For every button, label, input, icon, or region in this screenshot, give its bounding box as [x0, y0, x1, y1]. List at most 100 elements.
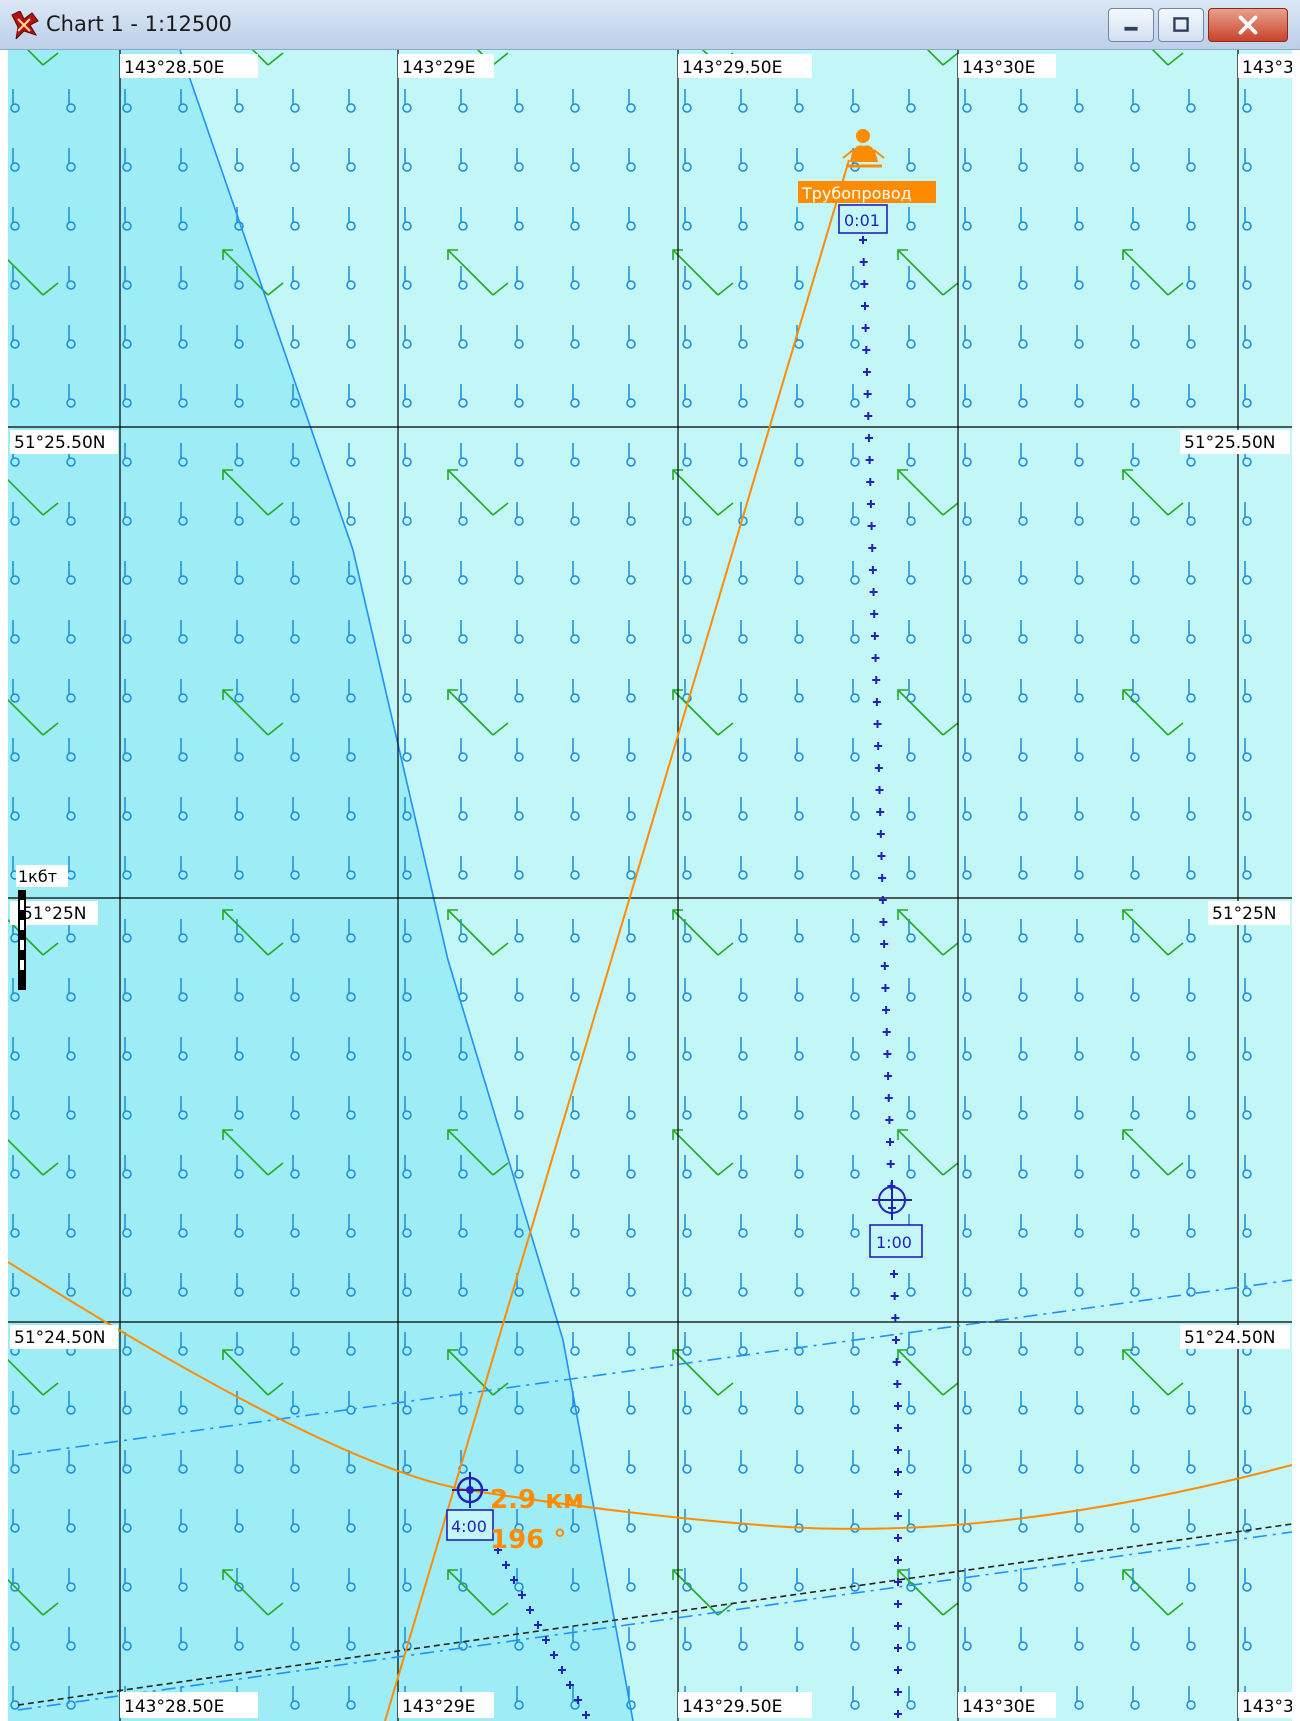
tide-marker-icon — [794, 443, 804, 467]
tide-marker-icon — [66, 1509, 76, 1533]
distance-readout: 2.9 км — [490, 1485, 584, 1515]
tide-marker-icon — [1018, 148, 1028, 172]
own-ship-target-icon[interactable] — [452, 1472, 488, 1508]
tide-marker-icon — [570, 384, 580, 408]
current-arrow-icon — [1122, 1129, 1184, 1176]
tide-marker-icon — [850, 978, 860, 1002]
tide-marker-icon — [570, 148, 580, 172]
tide-marker-icon — [1186, 856, 1196, 880]
tide-marker-icon — [1242, 1391, 1252, 1415]
track-point-icon — [885, 1116, 894, 1124]
current-arrow-icon — [447, 1569, 509, 1616]
tide-marker-icon — [1074, 384, 1084, 408]
close-button[interactable] — [1208, 8, 1288, 42]
tide-marker-icon — [122, 1155, 132, 1179]
tide-marker-icon — [122, 620, 132, 644]
tide-marker-icon — [682, 266, 692, 290]
tide-marker-icon — [626, 1391, 636, 1415]
track-point-icon — [882, 1028, 891, 1036]
lat-label-right: 51°25.50N — [1184, 433, 1276, 453]
tide-marker-icon — [1186, 978, 1196, 1002]
tide-marker-icon — [850, 1037, 860, 1061]
chart-canvas[interactable]: Трубопровод 0:01 1:00 4:00 2.9 км 196 ° … — [8, 50, 1292, 1721]
tide-marker-icon — [458, 1273, 468, 1297]
track-point-icon — [864, 412, 873, 420]
tide-marker-icon — [738, 856, 748, 880]
pipeline-object[interactable] — [842, 129, 885, 168]
tide-marker-icon — [234, 502, 244, 526]
tide-marker-icon — [1018, 384, 1028, 408]
tide-marker-icon — [458, 1214, 468, 1238]
tide-marker-icon — [122, 148, 132, 172]
tide-marker-icon — [10, 1273, 20, 1297]
tide-marker-icon — [514, 1391, 524, 1415]
tide-marker-icon — [290, 1450, 300, 1474]
tide-marker-icon — [1242, 738, 1252, 762]
maximize-button[interactable] — [1158, 8, 1204, 42]
tide-marker-icon — [458, 856, 468, 880]
tide-marker-icon — [1186, 148, 1196, 172]
tide-marker-icon — [906, 1155, 916, 1179]
current-arrow-icon — [8, 478, 59, 516]
tide-marker-icon — [1074, 856, 1084, 880]
track-point-icon — [582, 1711, 590, 1719]
tide-marker-icon — [346, 1332, 356, 1356]
shallow-water-area — [120, 50, 633, 1721]
tide-marker-icon — [514, 561, 524, 585]
tide-marker-icon — [178, 1332, 188, 1356]
tide-marker-icon — [738, 207, 748, 231]
tide-marker-icon — [1186, 89, 1196, 113]
track-point-icon — [894, 1556, 902, 1564]
window-titlebar[interactable]: Chart 1 - 1:12500 — [0, 0, 1300, 50]
current-arrow-icon — [672, 1129, 734, 1176]
chart-map[interactable]: Трубопровод 0:01 1:00 4:00 2.9 км 196 ° … — [8, 50, 1292, 1721]
tide-marker-icon — [1130, 266, 1140, 290]
tide-marker-icon — [682, 207, 692, 231]
tide-marker-icon — [346, 148, 356, 172]
tide-marker-icon — [570, 856, 580, 880]
tide-marker-icon — [346, 1273, 356, 1297]
tide-marker-icon — [1074, 1627, 1084, 1651]
track-point-icon — [894, 1468, 902, 1476]
time-box — [446, 1509, 494, 1541]
tide-marker-icon — [1130, 89, 1140, 113]
tide-marker-icon — [682, 1155, 692, 1179]
track-point-icon — [877, 852, 886, 860]
current-arrow-icon — [897, 1129, 959, 1176]
tide-marker-icon — [290, 1686, 300, 1710]
tide-marker-icon — [962, 1037, 972, 1061]
tide-marker-icon — [850, 856, 860, 880]
tide-marker-icon — [10, 978, 20, 1002]
track-point-icon — [867, 522, 876, 530]
track-point-icon — [863, 390, 872, 398]
track-point-icon — [891, 1314, 900, 1322]
tide-marker-icon — [962, 266, 972, 290]
tide-marker-icon — [962, 207, 972, 231]
tide-marker-icon — [1242, 1568, 1252, 1592]
tide-marker-icon — [570, 1273, 580, 1297]
tide-marker-icon — [346, 266, 356, 290]
tide-marker-icon — [1242, 1627, 1252, 1651]
tide-marker-icon — [850, 1096, 860, 1120]
tide-marker-icon — [10, 679, 20, 703]
tide-marker-icon — [1130, 1450, 1140, 1474]
tide-marker-icon — [962, 978, 972, 1002]
current-arrow-icon — [8, 1138, 59, 1176]
tide-marker-icon — [402, 679, 412, 703]
lon-label-bottom: 143°30E — [962, 1697, 1035, 1717]
tide-marker-icon — [122, 1214, 132, 1238]
tide-marker-icon — [1130, 1627, 1140, 1651]
tide-marker-icon — [402, 1214, 412, 1238]
waypoint-target-icon[interactable] — [872, 1180, 912, 1220]
tide-marker-icon — [66, 148, 76, 172]
track-point-icon — [860, 280, 869, 288]
lon-label-bottom: 143°3 — [1242, 1697, 1292, 1717]
tide-marker-icon — [514, 919, 524, 943]
tide-marker-icon — [1186, 1509, 1196, 1533]
minimize-button[interactable] — [1108, 8, 1154, 42]
tide-marker-icon — [290, 384, 300, 408]
maximize-icon — [1173, 17, 1189, 32]
tide-marker-icon — [234, 1214, 244, 1238]
track-point-icon — [871, 654, 880, 662]
tide-marker-icon — [1018, 502, 1028, 526]
